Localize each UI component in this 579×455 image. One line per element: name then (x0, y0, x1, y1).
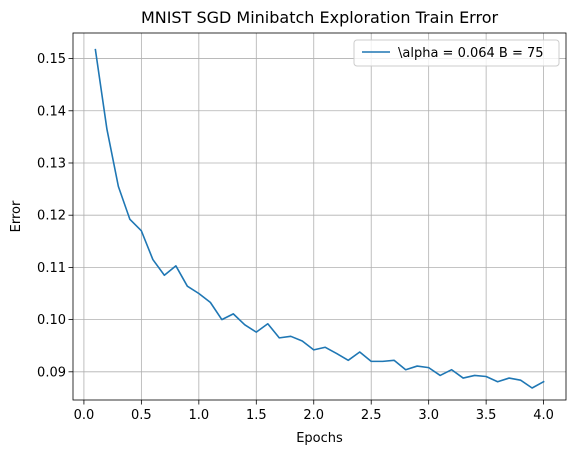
y-axis-label: Error (9, 200, 24, 232)
y-tick-label: 0.15 (37, 52, 66, 67)
x-tick-label: 0.5 (131, 408, 152, 423)
legend-box (353, 39, 560, 67)
y-tick-label: 0.09 (37, 365, 66, 380)
y-tick-label: 0.14 (37, 104, 66, 119)
chart-title: MNIST SGD Minibatch Exploration Train Er… (141, 8, 499, 27)
legend-label: \alpha = 0.064 B = 75 (398, 46, 544, 61)
x-tick-label: 2.0 (303, 408, 324, 423)
y-tick-label: 0.12 (37, 209, 66, 224)
grid-layer (73, 33, 566, 400)
x-tick-label: 4.0 (533, 408, 554, 423)
x-tick-label: 1.0 (188, 408, 209, 423)
x-tick-label: 3.5 (476, 408, 497, 423)
x-tick-label: 3.0 (418, 408, 439, 423)
legend: \alpha = 0.064 B = 75 (353, 39, 560, 67)
x-tick-label: 1.5 (246, 408, 267, 423)
y-tick-label: 0.11 (37, 261, 66, 276)
y-tick-label: 0.10 (37, 313, 66, 328)
series-line (94, 48, 545, 389)
ticks-layer: 0.0 0.5 1.0 1.5 2.0 2.5 3.0 3.5 4.0 0.09 0.10 0.11 0… (37, 52, 554, 423)
x-axis-label: Epochs (296, 431, 343, 446)
y-tick-label: 0.13 (37, 156, 66, 171)
series-layer (94, 48, 545, 389)
x-tick-label: 0.0 (74, 408, 95, 423)
x-tick-label: 2.5 (361, 408, 382, 423)
plot-frame (72, 32, 567, 401)
